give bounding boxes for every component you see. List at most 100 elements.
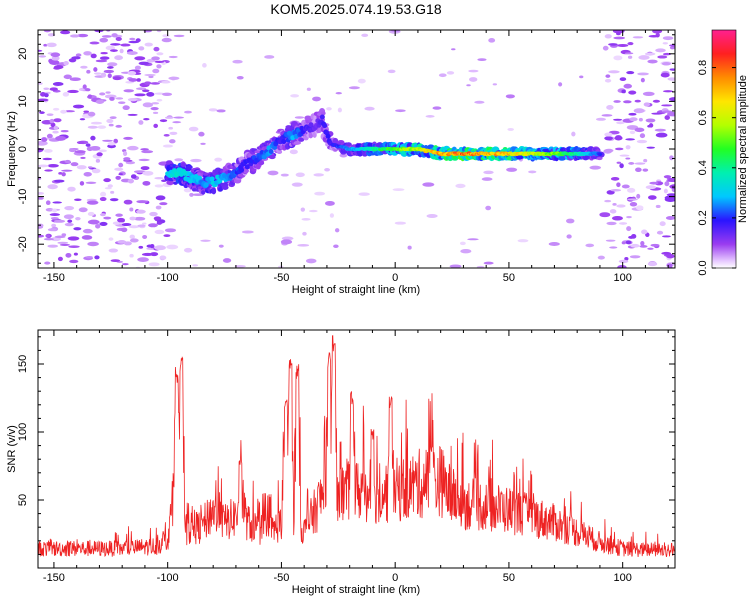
heatmap-cell <box>102 139 113 142</box>
heatmap-cell <box>460 248 472 254</box>
heatmap-cell <box>647 59 658 64</box>
heatmap-cell <box>467 238 479 241</box>
heatmap-cell <box>395 109 406 113</box>
heatmap-cell <box>120 43 131 47</box>
heatmap-cell <box>597 152 603 157</box>
heatmap-cell <box>166 244 179 250</box>
heatmap-cell <box>90 121 103 125</box>
heatmap-cell <box>156 221 163 225</box>
spectrogram-y-tick-label: 0 <box>17 146 29 152</box>
heatmap-cell <box>666 254 675 259</box>
heatmap-cell <box>76 141 85 145</box>
heatmap-cell <box>313 173 324 177</box>
heatmap-cell <box>422 182 435 187</box>
heatmap-cell <box>627 55 633 59</box>
heatmap-cell <box>69 259 79 264</box>
heatmap-cell <box>99 213 106 217</box>
heatmap-cell <box>548 242 560 246</box>
heatmap-cell <box>94 255 100 260</box>
heatmap-cell <box>293 141 302 145</box>
heatmap-cell <box>136 78 141 82</box>
heatmap-cell <box>579 75 584 79</box>
heatmap-cell <box>127 145 139 151</box>
heatmap-cell <box>629 202 638 207</box>
heatmap-cell <box>110 43 121 46</box>
heatmap-cell <box>625 138 636 141</box>
heatmap-cell <box>642 168 649 172</box>
snr-x-tick-label: -150 <box>43 572 65 584</box>
heatmap-cell <box>90 135 96 141</box>
heatmap-cell <box>43 30 51 33</box>
spectrogram-x-tick-label: -150 <box>43 272 65 284</box>
heatmap-cell <box>634 99 641 103</box>
heatmap-cell <box>305 258 317 264</box>
heatmap-cell <box>137 224 146 227</box>
heatmap-cell <box>616 161 622 164</box>
snr-x-tick-label: -100 <box>157 572 179 584</box>
heatmap-cell <box>143 118 150 121</box>
heatmap-cell <box>268 149 274 155</box>
heatmap-cell <box>99 56 110 60</box>
heatmap-cell <box>69 77 81 82</box>
heatmap-cell <box>426 214 438 219</box>
snr-x-tick-label: 100 <box>613 572 631 584</box>
heatmap-cell <box>651 112 663 115</box>
heatmap-cell <box>267 170 279 176</box>
colorbar-ticks: 0.0 0.2 0.4 0.6 0.8 <box>697 29 737 276</box>
heatmap-cell <box>153 216 162 221</box>
heatmap-cell <box>595 117 606 121</box>
heatmap-cell <box>655 204 661 209</box>
heatmap-cell <box>664 115 670 121</box>
heatmap-cell <box>138 245 144 249</box>
heatmap-cell <box>652 30 663 34</box>
heatmap-cell <box>655 132 668 138</box>
heatmap-cell <box>82 84 87 89</box>
heatmap-cell <box>172 121 182 124</box>
heatmap-cell <box>637 72 649 76</box>
heatmap-cell <box>629 117 638 122</box>
heatmap-cell <box>115 36 122 41</box>
heatmap-cell <box>659 221 666 227</box>
heatmap-cell <box>628 90 637 95</box>
heatmap-cell <box>148 75 154 79</box>
heatmap-cell <box>648 35 660 38</box>
heatmap-cell <box>136 200 148 204</box>
heatmap-cell <box>87 111 96 117</box>
spectrogram-y-tick-label: -20 <box>17 236 29 252</box>
heatmap-cell <box>73 227 82 231</box>
heatmap-cell <box>289 126 295 130</box>
heatmap-cell <box>668 97 675 102</box>
heatmap-cell <box>301 217 311 221</box>
heatmap-cell <box>144 81 152 85</box>
heatmap-cell <box>141 150 154 154</box>
heatmap-cell <box>85 88 91 92</box>
heatmap-cell <box>154 176 164 180</box>
heatmap-cell <box>112 221 121 225</box>
heatmap-cell <box>357 78 366 84</box>
heatmap-cell <box>169 139 176 144</box>
heatmap-cell <box>291 182 303 187</box>
heatmap-cell <box>50 216 59 220</box>
heatmap-cell <box>617 43 629 47</box>
snr-y-axis-label: SNR (v/v) <box>6 425 18 473</box>
heatmap-cell <box>121 263 129 266</box>
heatmap-cell <box>159 255 167 260</box>
heatmap-cell <box>142 102 154 108</box>
heatmap-cell <box>38 196 44 200</box>
heatmap-cell <box>661 251 672 255</box>
heatmap-cell <box>61 172 66 177</box>
heatmap-cell <box>669 68 675 71</box>
heatmap-cell <box>571 131 576 137</box>
heatmap-cell <box>64 110 76 113</box>
heatmap-cell <box>68 245 80 248</box>
heatmap-cell <box>163 234 171 237</box>
spectrogram-x-tick-label: 0 <box>392 272 398 284</box>
heatmap-cell <box>110 259 121 263</box>
heatmap-cell <box>222 258 232 263</box>
heatmap-cell <box>289 149 298 155</box>
heatmap-cell <box>654 128 667 132</box>
heatmap-cell <box>614 135 623 141</box>
heatmap-cell <box>52 130 59 134</box>
